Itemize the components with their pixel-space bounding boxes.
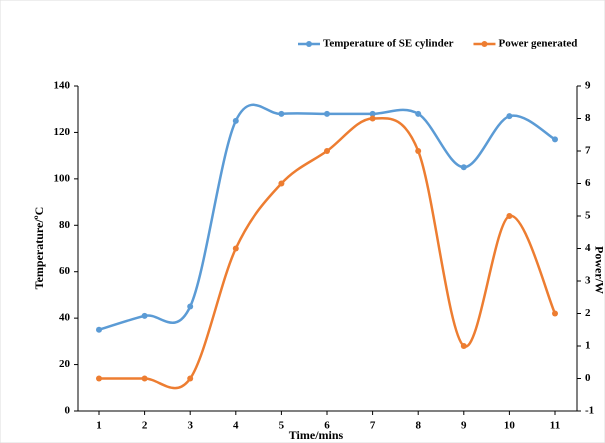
data-point [232,245,239,252]
x-tick-label: 8 [415,420,421,432]
y-tick-label: 100 [54,172,71,184]
data-point [415,148,422,154]
x-tick-label: 1 [96,420,102,432]
data-point [278,180,285,187]
x-tick-label: 10 [504,420,516,432]
x-tick-label: 2 [142,420,148,432]
data-point [552,310,558,317]
y-tick-label: 80 [59,219,71,231]
data-point [96,326,102,333]
y2-tick-label: 6 [585,177,591,189]
data-point [460,343,467,349]
y-tick-label: 60 [59,265,71,277]
data-point [506,213,513,219]
data-point [96,375,102,382]
y2-tick-label: 7 [585,145,591,157]
x-axis-label: Time/mins [289,428,344,442]
series-line [98,103,556,331]
data-point [141,375,148,382]
y2-tick-label: 5 [585,210,591,222]
data-point [369,115,376,122]
data-point [506,113,513,120]
x-tick-label: 9 [461,420,467,432]
y-tick-label: 20 [59,358,71,370]
legend-label: Temperature of SE cylinder [323,38,454,50]
y2-tick-label: 4 [585,242,591,254]
y2-tick-label: 3 [585,275,591,287]
y2-axis-label: Power/W [592,246,605,294]
x-tick-label: 7 [370,420,376,432]
data-point [460,164,467,171]
y-tick-label: 120 [54,126,71,138]
x-tick-label: 6 [324,420,330,432]
y2-tick-label: 1 [585,340,591,352]
legend-marker [481,41,488,47]
y2-tick-label: 8 [585,112,591,124]
data-point [552,136,558,143]
data-point [232,117,239,124]
x-tick-label: 4 [233,420,239,432]
x-tick-label: 3 [187,420,193,432]
data-point [324,148,330,154]
x-tick-label: 5 [279,420,285,432]
data-point [187,303,194,310]
y2-tick-label: 2 [585,307,591,319]
data-point [324,110,330,117]
data-point [415,110,422,117]
data-point [187,375,194,382]
y-tick-label: 40 [59,312,71,324]
x-tick-label: 11 [550,420,560,432]
y2-tick-label: -1 [585,405,594,417]
y-tick-label: 140 [54,80,71,92]
data-point [369,110,376,117]
legend-label: Power generated [498,38,577,50]
data-point [278,110,285,117]
y-axis-label: Temperature/ºC [32,207,46,290]
y2-tick-label: 9 [585,80,591,92]
y2-tick-label: 0 [585,372,591,384]
data-point [141,312,148,319]
legend-marker [306,41,312,47]
y-tick-label: 0 [65,405,71,417]
